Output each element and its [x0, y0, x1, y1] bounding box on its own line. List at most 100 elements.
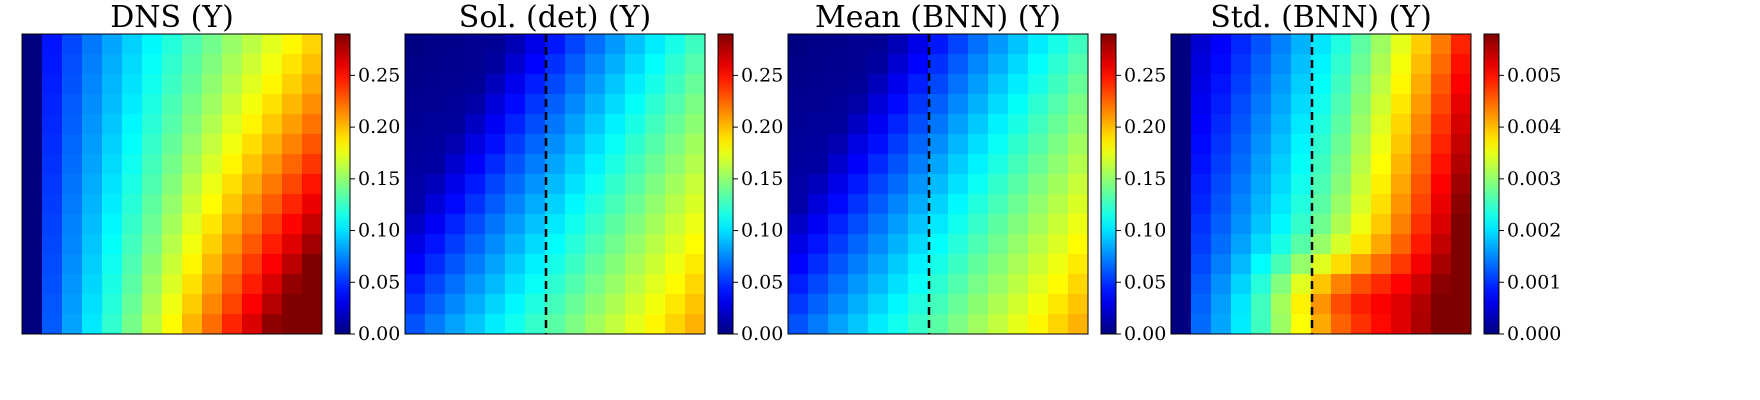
heatmap-cell: [1331, 74, 1352, 95]
heatmap-cell: [1311, 114, 1332, 135]
heatmap-cell: [908, 174, 929, 195]
heatmap-cell: [545, 254, 566, 275]
heatmap-cell: [122, 54, 143, 75]
heatmap-cell: [102, 34, 123, 55]
heatmap-cell: [988, 34, 1009, 55]
heatmap-cell: [1171, 254, 1192, 275]
heatmap-cell: [968, 134, 989, 155]
heatmap-cell: [1068, 294, 1089, 315]
heatmap-cell: [665, 74, 686, 95]
heatmap-cell: [1311, 214, 1332, 235]
heatmap-cell: [242, 254, 263, 275]
heatmap-cell: [1251, 174, 1272, 195]
heatmap-cell: [1411, 214, 1432, 235]
heatmap-cell: [1331, 314, 1352, 335]
heatmap-cell: [262, 294, 283, 315]
heatmap-cell: [968, 154, 989, 175]
heatmap-cell: [788, 314, 809, 335]
heatmap-cell: [928, 174, 949, 195]
heatmap-cell: [82, 274, 103, 295]
heatmap-cell: [908, 254, 929, 275]
heatmap-cell: [565, 134, 586, 155]
heatmap-cell: [505, 294, 526, 315]
heatmap-cell: [445, 94, 466, 115]
heatmap-cell: [282, 54, 303, 75]
heatmap-cell: [788, 294, 809, 315]
heatmap-cell: [828, 314, 849, 335]
heatmap-cell: [1008, 314, 1029, 335]
heatmap-cell: [485, 154, 506, 175]
heatmap-cell: [405, 194, 426, 215]
heatmap-cell: [645, 154, 666, 175]
heatmap-cell: [645, 274, 666, 295]
heatmap-cell: [645, 234, 666, 255]
heatmap-cell: [302, 314, 323, 335]
heatmap-cell: [988, 154, 1009, 175]
heatmap-cell: [202, 94, 223, 115]
heatmap-cell: [102, 294, 123, 315]
heatmap-cell: [1028, 114, 1049, 135]
heatmap-cell: [1391, 314, 1412, 335]
heatmap-cell: [102, 314, 123, 335]
heatmap-cell: [605, 94, 626, 115]
heatmap-cell: [485, 194, 506, 215]
heatmap-cell: [42, 234, 63, 255]
heatmap-cell: [42, 54, 63, 75]
heatmap-cell: [868, 174, 889, 195]
heatmap-cell: [202, 314, 223, 335]
heatmap-cell: [1331, 114, 1352, 135]
heatmap-cell: [1231, 214, 1252, 235]
heatmap-cell: [1028, 174, 1049, 195]
heatmap-cell: [262, 214, 283, 235]
heatmap-cell: [848, 194, 869, 215]
heatmap-cell: [948, 34, 969, 55]
heatmap-cell: [1028, 254, 1049, 275]
heatmap-cell: [1391, 34, 1412, 55]
heatmap-cell: [1431, 294, 1452, 315]
heatmap-cell: [968, 174, 989, 195]
heatmap-cell: [828, 94, 849, 115]
heatmap-frame: [404, 33, 706, 335]
heatmap-cell: [685, 54, 706, 75]
heatmap-cell: [262, 154, 283, 175]
heatmap-cell: [1251, 94, 1272, 115]
heatmap-cell: [988, 314, 1009, 335]
heatmap-cell: [162, 54, 183, 75]
heatmap-cell: [565, 174, 586, 195]
heatmap-cell: [1311, 94, 1332, 115]
heatmap-cell: [1451, 154, 1472, 175]
heatmap-cell: [262, 54, 283, 75]
heatmap-cell: [1291, 314, 1312, 335]
heatmap-cell: [242, 154, 263, 175]
heatmap-cell: [1431, 34, 1452, 55]
heatmap-cell: [968, 194, 989, 215]
heatmap-cell: [585, 194, 606, 215]
heatmap-panel-2: Sol. (det) (Y) 0.00 0.05 0.10 0.15 0.20 0.25: [404, 0, 783, 345]
heatmap-cell: [685, 294, 706, 315]
heatmap-cell: [1371, 154, 1392, 175]
heatmap-cell: [868, 94, 889, 115]
heatmap-cell: [868, 34, 889, 55]
heatmap-cell: [565, 94, 586, 115]
heatmap-cell: [22, 74, 43, 95]
heatmap-cell: [1291, 234, 1312, 255]
heatmap-cell: [788, 114, 809, 135]
heatmap-cell: [665, 54, 686, 75]
colorbar-tick-label: 0.05: [741, 271, 783, 293]
heatmap-cell: [202, 194, 223, 215]
heatmap-cell: [425, 54, 446, 75]
heatmap-cell: [948, 254, 969, 275]
heatmap-cell: [1048, 274, 1069, 295]
heatmap-cell: [988, 74, 1009, 95]
heatmap-cell: [605, 174, 626, 195]
heatmap-cell: [1028, 94, 1049, 115]
heatmap-cell: [848, 74, 869, 95]
heatmap-cell: [1008, 254, 1029, 275]
heatmap-cell: [202, 294, 223, 315]
heatmap-cell: [1371, 214, 1392, 235]
heatmap-cell: [1171, 214, 1192, 235]
heatmap-cell: [1008, 134, 1029, 155]
heatmap-cell: [405, 234, 426, 255]
heatmap-cell: [645, 214, 666, 235]
heatmap-cell: [848, 34, 869, 55]
